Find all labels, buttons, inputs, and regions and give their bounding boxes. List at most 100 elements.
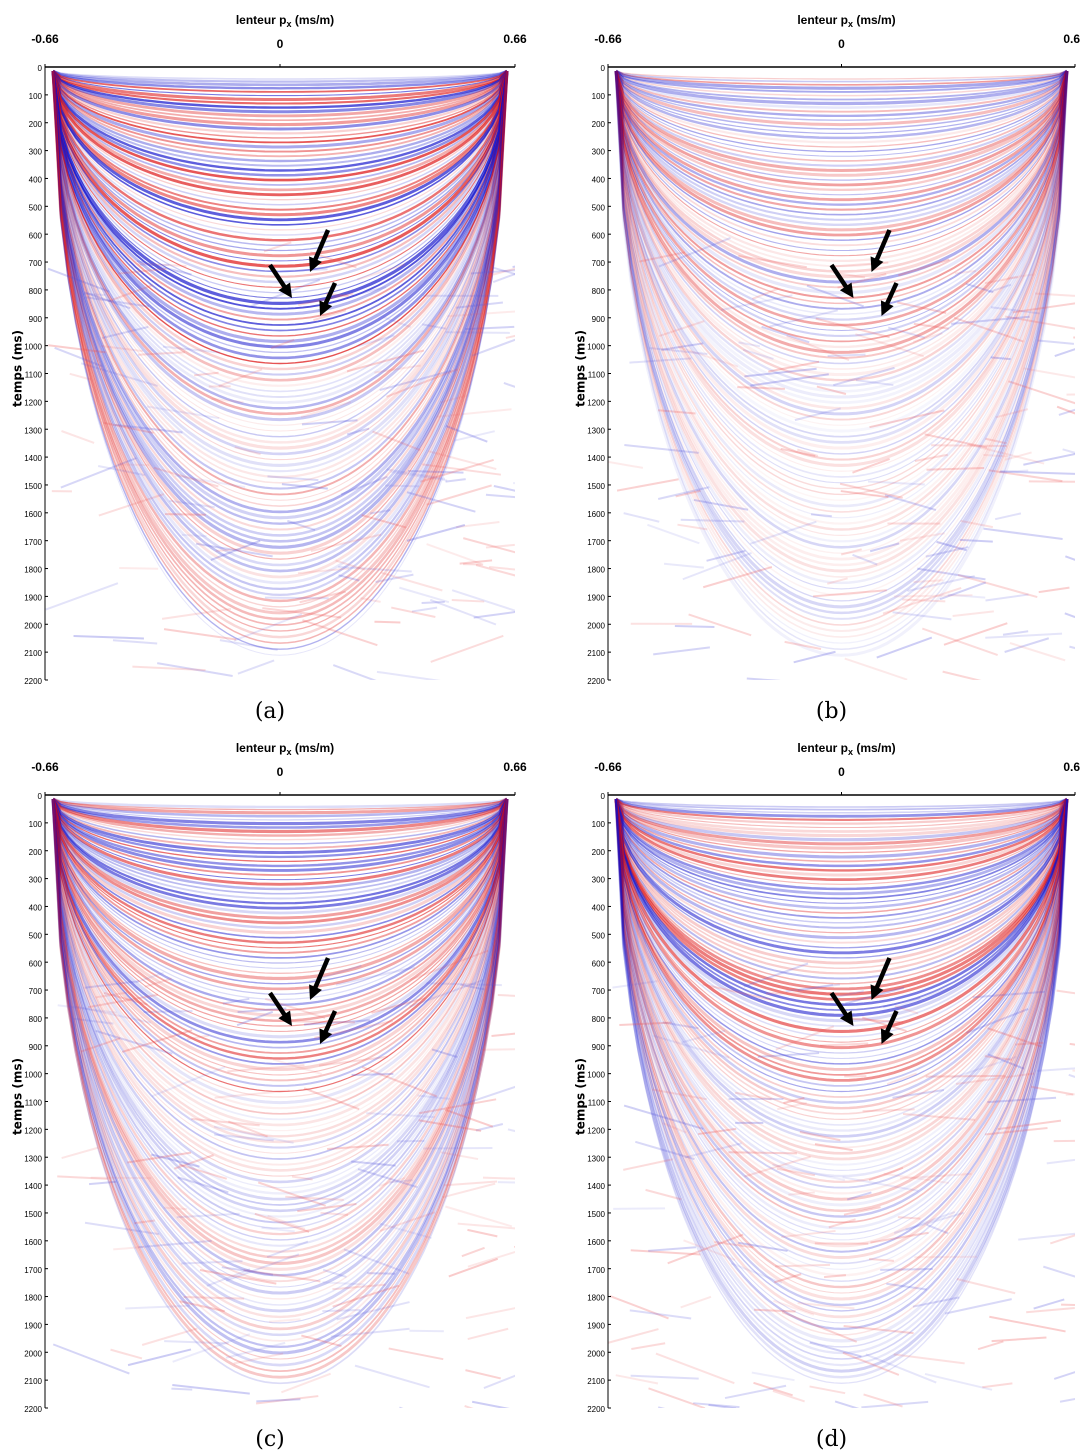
x-axis-label-main: lenteur p <box>797 13 848 27</box>
y-tick-label: 1900 <box>587 594 605 603</box>
y-tick-label: 900 <box>29 315 43 324</box>
y-tick-label: 900 <box>592 1043 606 1052</box>
arrow-head <box>880 1028 894 1044</box>
x-tick-label: 0.66 <box>503 32 527 46</box>
y-tick-label: 600 <box>29 959 43 968</box>
seismic-image <box>51 797 515 1408</box>
y-tick-label: 2000 <box>587 1349 605 1358</box>
y-tick-label: 2000 <box>24 621 42 630</box>
y-tick-label: 1400 <box>24 1182 42 1191</box>
arrow-head <box>309 256 322 272</box>
x-axis-label-rest: (ms/m) <box>853 741 896 755</box>
x-tick-label: 0 <box>277 765 284 779</box>
y-axis-label: temps (ms) <box>574 330 588 407</box>
y-tick-label: 1600 <box>587 1238 605 1247</box>
y-tick-label: 1200 <box>587 398 605 407</box>
y-tick-label: 1600 <box>24 1238 42 1247</box>
panel: lenteur px (ms/m) -0.66 0 0.66 0 100 200 300 400… <box>11 741 528 1452</box>
y-tick-label: 1000 <box>587 1071 605 1080</box>
y-tick-label: 1600 <box>587 510 605 519</box>
y-tick-label: 800 <box>29 1015 43 1024</box>
y-tick-label: 700 <box>29 259 43 268</box>
y-tick-label: 800 <box>29 287 43 296</box>
y-tick-label: 200 <box>592 848 606 857</box>
y-tick-label: 1900 <box>24 1322 42 1331</box>
y-tick-label: 2100 <box>24 1377 42 1386</box>
x-axis-label-rest: (ms/m) <box>853 13 896 27</box>
y-tick-label: 1500 <box>24 482 42 491</box>
arrow-head <box>839 282 854 298</box>
x-axis-label: lenteur px (ms/m) <box>797 741 895 757</box>
y-axis-label: temps (ms) <box>11 1058 25 1135</box>
y-tick-label: 1000 <box>24 343 42 352</box>
y-tick-label: 1400 <box>587 454 605 463</box>
x-tick-label: 0 <box>277 37 284 51</box>
y-tick-label: 2200 <box>24 1405 42 1414</box>
y-tick-label: 300 <box>592 876 606 885</box>
arrow <box>872 229 892 266</box>
y-tick-label: 1300 <box>24 426 42 435</box>
y-tick-label: 200 <box>29 120 43 129</box>
y-tick-label: 2000 <box>24 1349 42 1358</box>
y-tick-label: 1000 <box>24 1071 42 1080</box>
y-tick-label: 100 <box>592 820 606 829</box>
x-tick-label: -0.66 <box>594 32 622 46</box>
y-tick-label: 1900 <box>24 594 42 603</box>
arrow <box>311 229 331 266</box>
y-tick-label: 300 <box>592 148 606 157</box>
caption: (b) <box>816 699 847 724</box>
y-tick-label: 2200 <box>587 1405 605 1414</box>
arrow <box>872 957 892 994</box>
y-tick-label: 1100 <box>588 1099 606 1108</box>
x-axis-label-main: lenteur p <box>236 13 287 27</box>
x-axis-label-rest: (ms/m) <box>292 741 335 755</box>
arrow-head <box>839 1010 854 1026</box>
caption: (d) <box>816 1427 847 1452</box>
x-tick-label: 0 <box>838 37 845 51</box>
x-tick-label: -0.66 <box>31 32 59 46</box>
arrow-head <box>309 984 322 1000</box>
y-axis-label: temps (ms) <box>11 330 25 407</box>
arrow-head <box>319 300 333 316</box>
caption: (c) <box>255 1427 285 1452</box>
x-axis-label-sub: x <box>848 747 853 757</box>
y-tick-label: 0 <box>601 64 606 73</box>
y-tick-label: 500 <box>29 203 43 212</box>
y-tick-label: 0 <box>601 792 606 801</box>
arrow-head <box>319 1028 333 1044</box>
panel: lenteur px (ms/m) -0.66 0 0.66 0 100 200 300 400… <box>574 741 1080 1452</box>
y-tick-label: 1700 <box>587 1266 605 1275</box>
y-tick-label: 1500 <box>587 482 605 491</box>
x-tick-label: -0.66 <box>594 760 622 774</box>
y-tick-label: 900 <box>592 315 606 324</box>
y-tick-label: 800 <box>592 1015 606 1024</box>
seismic-image <box>608 797 1075 1408</box>
y-tick-label: 1400 <box>24 454 42 463</box>
y-tick-label: 1300 <box>24 1154 42 1163</box>
y-tick-label: 1200 <box>24 398 42 407</box>
y-tick-label: 600 <box>29 231 43 240</box>
y-tick-label: 100 <box>29 92 43 101</box>
y-tick-label: 1400 <box>587 1182 605 1191</box>
y-tick-label: 1500 <box>24 1210 42 1219</box>
arrow-head <box>880 300 894 316</box>
y-tick-label: 200 <box>29 848 43 857</box>
arrow <box>311 957 331 994</box>
x-axis-label-sub: x <box>286 747 291 757</box>
y-tick-label: 2100 <box>24 649 42 658</box>
y-tick-label: 1500 <box>587 1210 605 1219</box>
arrow-head <box>870 256 884 272</box>
y-tick-label: 500 <box>592 931 606 940</box>
y-tick-label: 2000 <box>587 621 605 630</box>
y-tick-label: 500 <box>29 931 43 940</box>
y-tick-label: 0 <box>38 64 43 73</box>
y-tick-label: 1100 <box>588 371 606 380</box>
y-tick-label: 1700 <box>24 538 42 547</box>
y-tick-label: 2200 <box>587 677 605 686</box>
y-tick-label: 2200 <box>24 677 42 686</box>
y-tick-label: 700 <box>29 987 43 996</box>
y-tick-label: 100 <box>592 92 606 101</box>
y-tick-label: 1200 <box>587 1126 605 1135</box>
y-tick-label: 1800 <box>587 1294 605 1303</box>
x-tick-label: 0 <box>838 765 845 779</box>
